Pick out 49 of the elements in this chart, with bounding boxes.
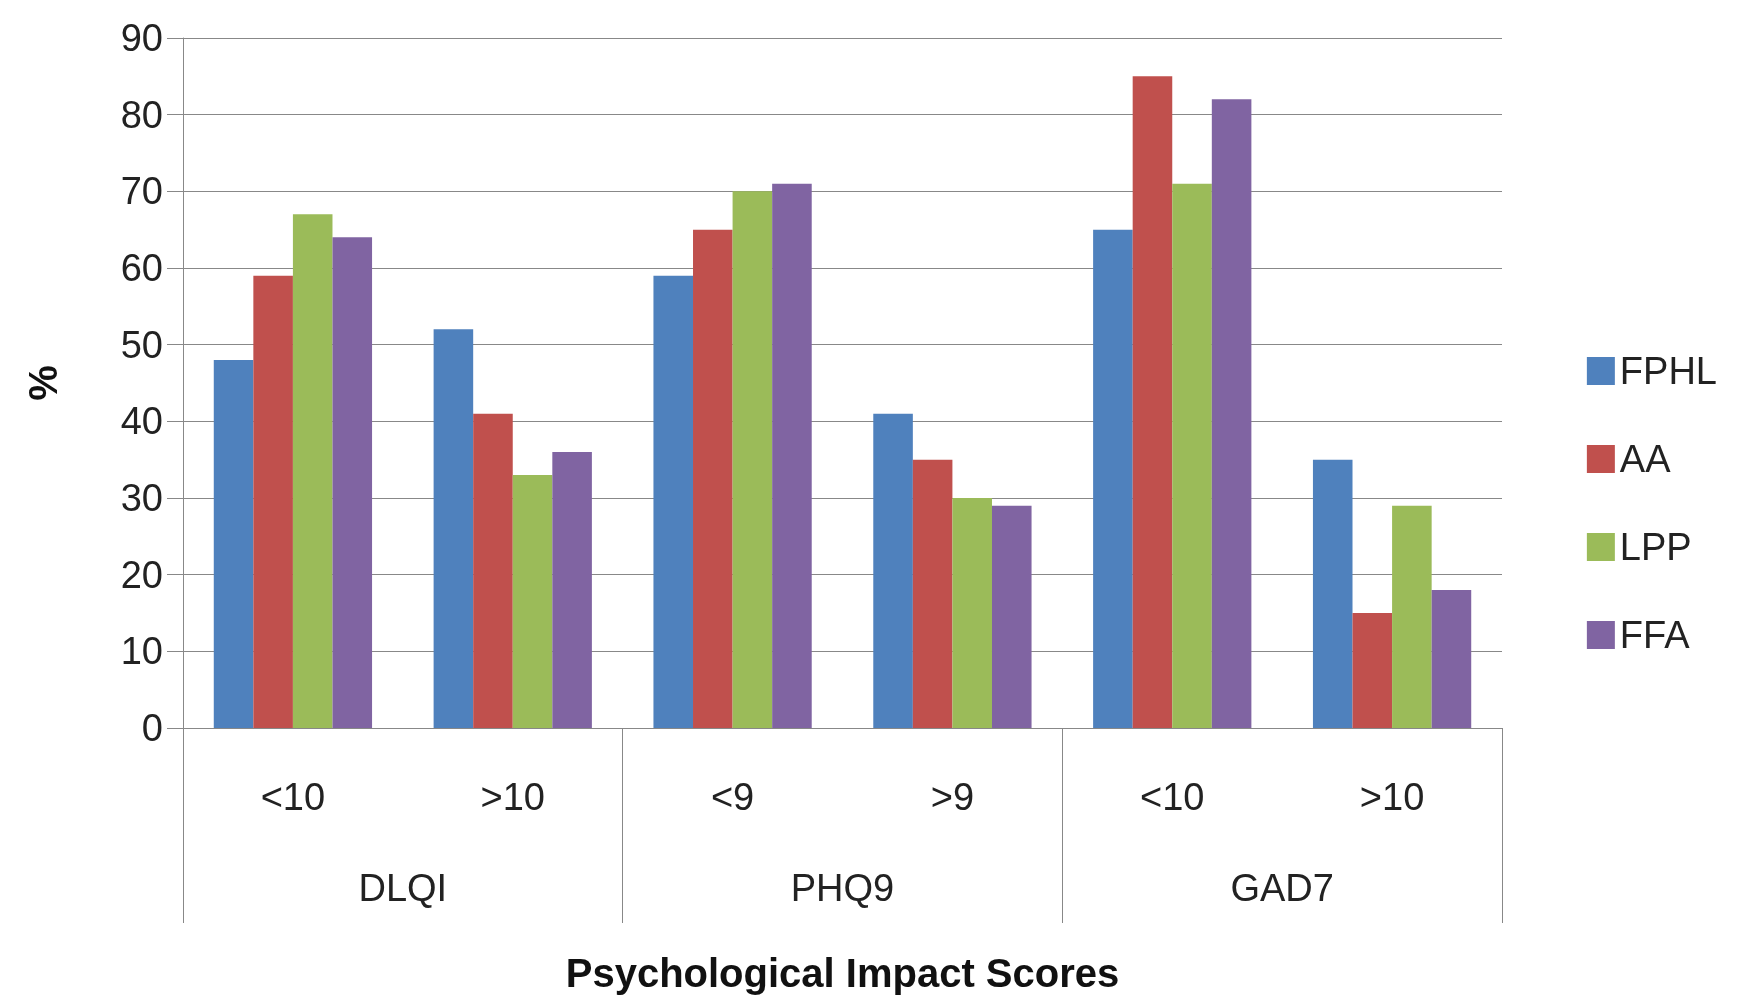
bar [1431, 590, 1472, 728]
bar [1093, 229, 1133, 728]
text: GAD7 [1230, 867, 1334, 909]
bar [952, 498, 992, 728]
legend-label: FPHL [1619, 350, 1718, 392]
bar [1352, 613, 1393, 728]
bar [772, 183, 812, 728]
bar [1312, 459, 1353, 728]
bar [473, 413, 513, 728]
x-axis-title: Psychological Impact Scores [565, 951, 1120, 995]
x-tick-label: <10 [1140, 776, 1205, 818]
bar [433, 329, 474, 728]
y-axis-title: % [21, 365, 65, 401]
bar [732, 191, 773, 728]
bar [873, 413, 913, 728]
text: PHQ9 [790, 867, 895, 909]
bar [552, 452, 592, 728]
x-tick-label: <10 [260, 776, 326, 818]
y-tick-label: 20 [120, 553, 163, 596]
x-tick-label: >10 [1359, 776, 1425, 818]
legend-label: FFA [1619, 614, 1691, 656]
y-tick-label: 40 [120, 400, 163, 443]
legend-label: LPP [1619, 526, 1692, 568]
bar [512, 475, 553, 728]
text: DLQI [358, 867, 448, 909]
legend-label: AA [1619, 438, 1672, 480]
x-tick-label: <9 [710, 776, 755, 818]
y-tick-label: 0 [141, 707, 163, 749]
y-tick-label: 50 [120, 323, 163, 366]
bar [912, 459, 953, 728]
bar [991, 505, 1032, 728]
y-tick-label: 60 [120, 247, 163, 289]
bar [1211, 99, 1252, 728]
bar [1132, 76, 1173, 728]
bar [693, 229, 733, 728]
y-tick-label: 70 [120, 170, 163, 213]
bar [213, 360, 254, 728]
x-tick-label: >10 [480, 776, 545, 818]
y-tick-label: 90 [120, 17, 163, 59]
x-tick-label: >9 [930, 776, 975, 818]
y-tick-label: 80 [120, 93, 163, 136]
bar [253, 275, 293, 728]
bar [332, 237, 373, 728]
bar [292, 214, 333, 728]
y-tick-label: 30 [120, 477, 163, 519]
y-tick-label: 10 [120, 630, 163, 673]
bar [1392, 505, 1432, 728]
bar [653, 275, 694, 728]
bar [1172, 183, 1212, 728]
